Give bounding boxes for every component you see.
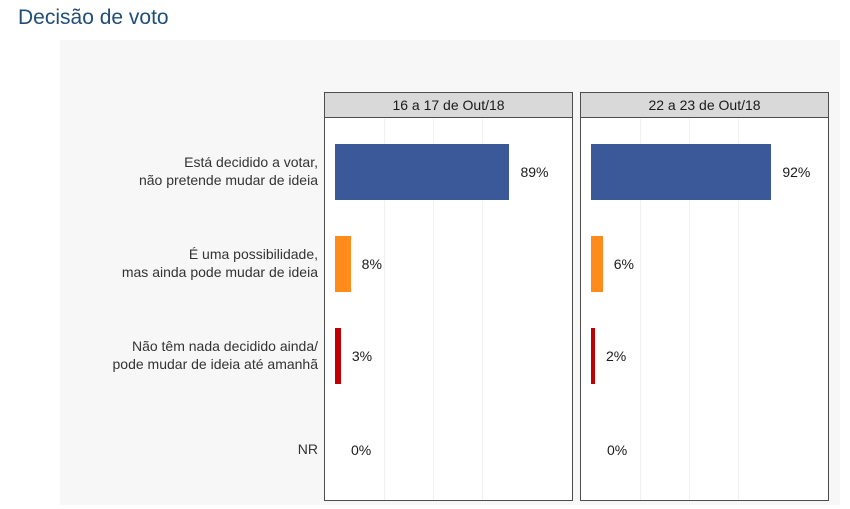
gridline [738, 119, 739, 500]
facet-panel-1: 16 a 17 de Out/18 89% 8% 3% 0% [324, 92, 573, 501]
gridline [482, 119, 483, 500]
facet-panel-2: 22 a 23 de Out/18 92% 6% 2% 0% [580, 92, 829, 501]
bar [591, 236, 603, 292]
category-label: É uma possibilidade, mas ainda pode muda… [121, 246, 318, 280]
bar [591, 144, 772, 200]
bar-value-label: 92% [782, 164, 811, 180]
bar [335, 236, 351, 292]
bar-value-label: 0% [607, 442, 628, 458]
category-label: Está decidido a votar, não pretende muda… [138, 154, 318, 188]
bar [591, 328, 595, 384]
category-label: NR [297, 441, 318, 457]
bar-value-label: 2% [606, 348, 627, 364]
gridline [384, 119, 385, 500]
category-label: Não têm nada decidido ainda/ pode mudar … [112, 338, 318, 372]
facet-strip-label: 16 a 17 de Out/18 [325, 93, 572, 118]
gridline [689, 119, 690, 500]
bar-value-label: 6% [613, 256, 634, 272]
gridline [640, 119, 641, 500]
bar [335, 328, 341, 384]
bar [335, 144, 510, 200]
bar-value-label: 89% [520, 164, 549, 180]
gridline [433, 119, 434, 500]
bar-value-label: 8% [361, 256, 382, 272]
page-title: Decisão de voto [18, 6, 169, 29]
facet-strip-label: 22 a 23 de Out/18 [581, 93, 828, 118]
bar-value-label: 0% [351, 442, 372, 458]
bar-value-label: 3% [351, 348, 373, 364]
